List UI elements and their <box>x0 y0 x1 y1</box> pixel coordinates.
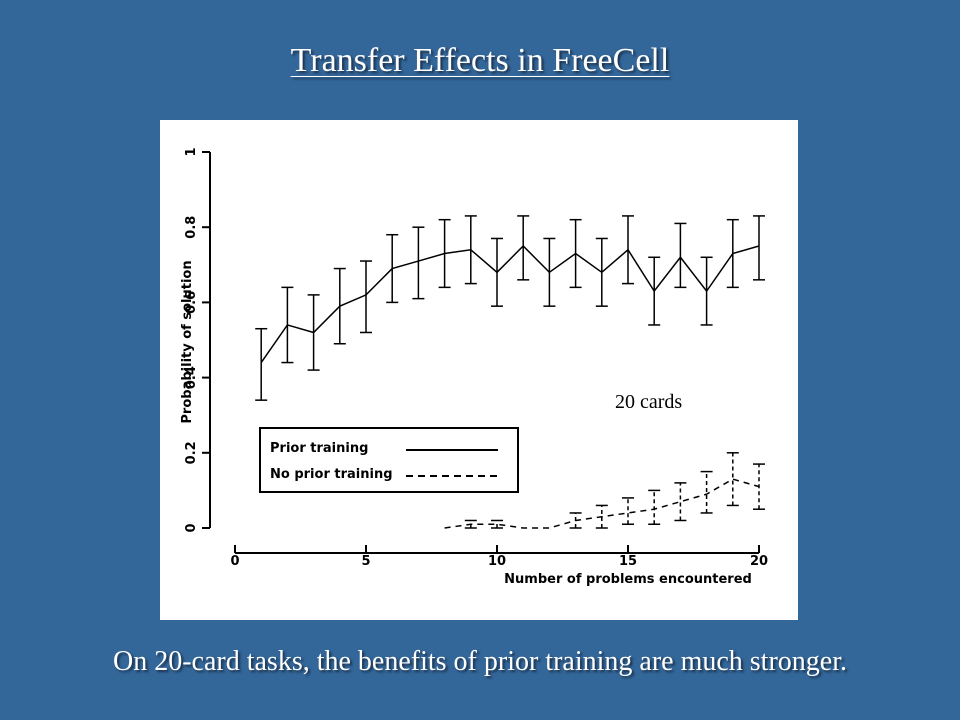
x-tick-label-1: 5 <box>361 554 370 569</box>
y-tick-label-1: 0.2 <box>184 441 199 464</box>
slide-title: Transfer Effects in FreeCell <box>290 42 670 79</box>
y-tick-label-3: 0.6 <box>184 291 199 314</box>
legend-box <box>259 427 519 493</box>
legend-label-noprior: No prior training <box>270 467 393 482</box>
x-tick-label-3: 15 <box>619 554 637 569</box>
chart-legend: Prior training No prior training <box>259 427 519 493</box>
chart-marks <box>255 215 765 529</box>
y-tick-label-2: 0.4 <box>184 366 199 389</box>
y-tick-label-5: 1 <box>184 147 199 156</box>
line-chart: 00.20.40.60.810 5 10 15 20 Probability of so… <box>180 147 768 587</box>
chart-axes: 00.20.40.60.810 5 10 15 20 <box>184 147 768 569</box>
series-line-noprior <box>444 478 760 529</box>
slide-caption: On 20-card tasks, the benefits of prior … <box>112 646 847 677</box>
x-axis-label: Number of problems encountered <box>504 572 752 587</box>
y-axis-label: Probability of solution <box>180 260 195 423</box>
legend-label-prior: Prior training <box>270 441 368 456</box>
x-tick-label-4: 20 <box>750 554 768 569</box>
series-line-prior <box>260 244 760 363</box>
chart-panel: 0 0.2 0.4 0.6 0.8 1 0 5 10 15 20 Probability of so… <box>160 120 798 620</box>
x-tick-label-0: 0 <box>230 554 239 569</box>
y-tick-label-4: 0.8 <box>184 216 199 239</box>
x-tick-label-2: 10 <box>488 554 506 569</box>
y-tick-label-0: 0 <box>184 523 199 532</box>
chart-annotation: 20 cards <box>615 391 682 413</box>
